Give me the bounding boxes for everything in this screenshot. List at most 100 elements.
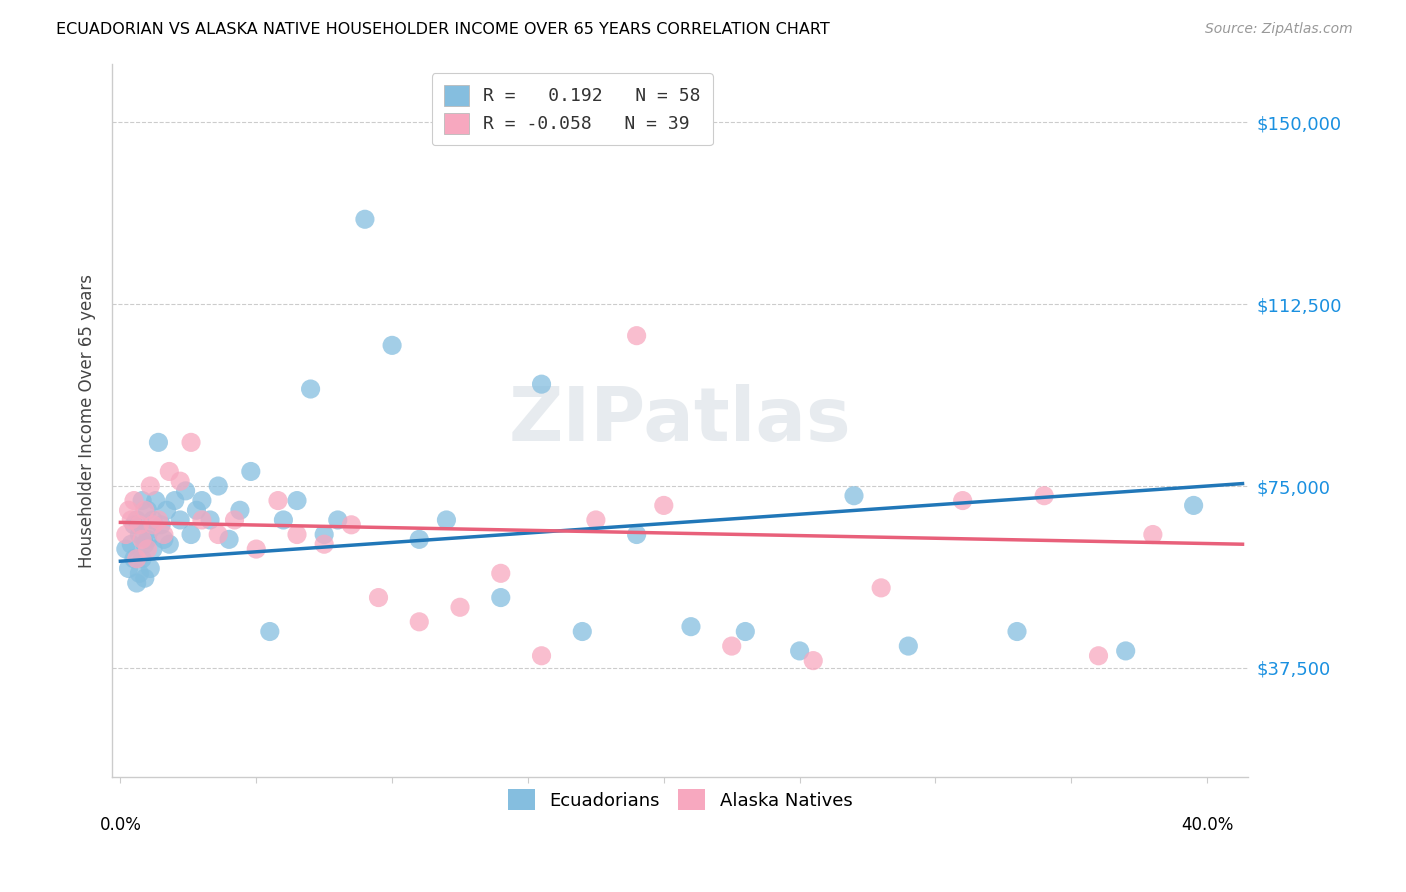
Point (1005, 624, 1028, 639)
Point (267, 493, 290, 508)
Point (153, 533, 176, 547)
Point (367, 591, 389, 605)
Point (148, 435, 170, 450)
Point (273, 513, 295, 527)
Point (131, 551, 153, 566)
Point (626, 527, 648, 541)
Point (114, 527, 136, 541)
Point (259, 624, 281, 639)
Point (139, 523, 162, 537)
Point (157, 537, 180, 551)
Point (136, 542, 159, 557)
Point (145, 493, 167, 508)
Point (114, 542, 136, 557)
Point (408, 533, 430, 547)
Text: 40.0%: 40.0% (1181, 816, 1233, 834)
Point (191, 513, 214, 527)
Point (489, 591, 512, 605)
Point (449, 600, 471, 615)
Point (136, 503, 159, 517)
Point (340, 517, 363, 532)
Point (1115, 644, 1137, 658)
Point (489, 566, 512, 581)
Point (122, 493, 145, 508)
Point (314, 537, 336, 551)
Point (207, 479, 229, 493)
Point (299, 382, 322, 396)
Point (314, 527, 336, 541)
Point (626, 328, 648, 343)
Point (120, 537, 142, 551)
Point (326, 513, 349, 527)
Point (150, 517, 173, 532)
Point (131, 533, 153, 547)
Point (180, 527, 202, 541)
Point (134, 571, 156, 585)
Point (436, 513, 458, 527)
Point (125, 551, 148, 566)
Point (789, 644, 811, 658)
Point (679, 620, 702, 634)
Point (169, 513, 191, 527)
Point (897, 639, 920, 653)
Point (117, 561, 139, 575)
Point (180, 435, 202, 450)
Point (120, 513, 142, 527)
Point (128, 566, 150, 581)
Point (191, 493, 214, 508)
Point (842, 489, 865, 503)
Point (1033, 489, 1056, 503)
Point (174, 483, 197, 498)
Point (142, 517, 165, 532)
Point (125, 513, 148, 527)
Point (198, 513, 221, 527)
Text: Source: ZipAtlas.com: Source: ZipAtlas.com (1205, 22, 1353, 37)
Point (239, 465, 262, 479)
Point (134, 537, 156, 551)
Point (163, 493, 186, 508)
Point (720, 639, 742, 653)
Point (134, 503, 156, 517)
Point (1142, 527, 1164, 541)
Point (139, 479, 162, 493)
Point (142, 513, 165, 527)
Point (870, 581, 893, 595)
Point (136, 533, 159, 547)
Point (801, 654, 824, 668)
Legend: Ecuadorians, Alaska Natives: Ecuadorians, Alaska Natives (499, 780, 862, 820)
Point (229, 503, 252, 517)
Point (354, 212, 377, 227)
Text: 0.0%: 0.0% (100, 816, 142, 834)
Point (1087, 648, 1109, 663)
Point (122, 517, 145, 532)
Point (128, 527, 150, 541)
Point (117, 503, 139, 517)
Point (224, 513, 246, 527)
Point (408, 615, 430, 629)
Y-axis label: Householder Income Over 65 years: Householder Income Over 65 years (79, 274, 96, 567)
Text: ZIPatlas: ZIPatlas (509, 384, 852, 457)
Point (245, 542, 267, 557)
Point (207, 527, 229, 541)
Point (952, 493, 974, 508)
Point (155, 503, 177, 517)
Point (530, 648, 553, 663)
Point (153, 527, 176, 541)
Point (125, 576, 148, 591)
Point (122, 551, 145, 566)
Point (148, 513, 170, 527)
Point (530, 377, 553, 392)
Point (128, 517, 150, 532)
Point (571, 624, 593, 639)
Point (285, 493, 308, 508)
Point (1182, 499, 1205, 513)
Point (186, 503, 208, 517)
Point (285, 527, 308, 541)
Point (157, 465, 180, 479)
Point (139, 561, 162, 575)
Point (131, 493, 153, 508)
Text: ECUADORIAN VS ALASKA NATIVE HOUSEHOLDER INCOME OVER 65 YEARS CORRELATION CHART: ECUADORIAN VS ALASKA NATIVE HOUSEHOLDER … (56, 22, 830, 37)
Point (169, 474, 191, 488)
Point (734, 624, 756, 639)
Point (585, 513, 607, 527)
